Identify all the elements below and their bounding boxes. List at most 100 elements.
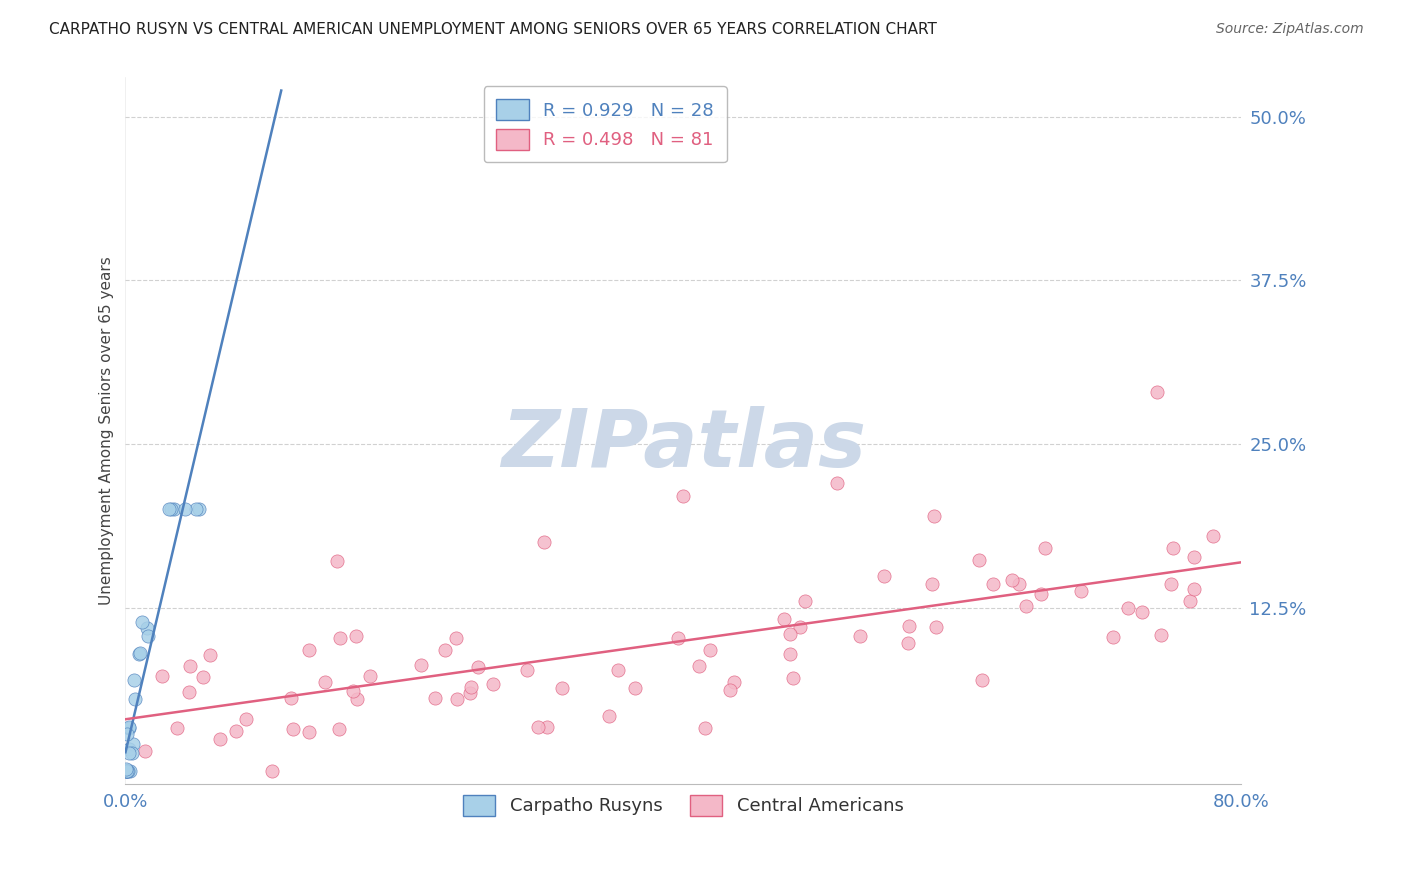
Point <box>666 631 689 645</box>
Point <box>699 643 721 657</box>
Text: ZIPatlas: ZIPatlas <box>501 406 866 484</box>
Point <box>1007 576 1029 591</box>
Point <box>1202 529 1225 543</box>
Point <box>551 681 574 696</box>
Legend: Carpatho Rusyns, Central Americans: Carpatho Rusyns, Central Americans <box>454 786 912 825</box>
Point <box>793 593 815 607</box>
Point <box>117 764 139 779</box>
Point <box>163 502 186 516</box>
Point <box>772 612 794 626</box>
Point <box>688 658 710 673</box>
Point <box>346 692 368 706</box>
Point <box>1033 541 1056 555</box>
Point <box>115 762 138 776</box>
Point <box>138 629 160 643</box>
Point <box>115 727 138 741</box>
Point <box>314 675 336 690</box>
Point <box>723 674 745 689</box>
Point <box>134 744 156 758</box>
Point <box>326 554 349 568</box>
Point <box>173 502 195 516</box>
Point <box>898 619 921 633</box>
Point <box>1118 601 1140 615</box>
Point <box>482 677 505 691</box>
Point <box>298 724 321 739</box>
Point <box>209 731 232 746</box>
Point <box>115 764 138 779</box>
Point <box>1101 631 1123 645</box>
Point <box>179 658 201 673</box>
Point <box>157 502 180 516</box>
Point <box>779 647 801 661</box>
Point <box>446 692 468 706</box>
Point <box>135 621 157 635</box>
Point <box>128 647 150 661</box>
Point <box>460 680 482 694</box>
Point <box>1130 605 1153 619</box>
Point <box>607 663 630 677</box>
Point <box>672 489 695 503</box>
Point <box>235 712 257 726</box>
Point <box>115 764 138 779</box>
Point <box>225 724 247 739</box>
Point <box>872 569 894 583</box>
Point <box>849 629 872 643</box>
Point <box>118 721 141 735</box>
Point <box>118 720 141 734</box>
Point <box>122 673 145 687</box>
Point <box>121 746 143 760</box>
Point <box>118 764 141 779</box>
Point <box>184 502 207 516</box>
Point <box>280 691 302 706</box>
Point <box>1178 594 1201 608</box>
Point <box>921 577 943 591</box>
Point <box>159 502 181 516</box>
Point <box>516 663 538 677</box>
Point <box>150 669 173 683</box>
Point <box>409 658 432 673</box>
Point <box>527 720 550 734</box>
Point <box>118 746 141 760</box>
Point <box>1182 550 1205 565</box>
Point <box>972 673 994 687</box>
Point <box>718 683 741 698</box>
Point <box>444 631 467 645</box>
Point <box>1029 587 1052 601</box>
Point <box>598 708 620 723</box>
Text: Source: ZipAtlas.com: Source: ZipAtlas.com <box>1216 22 1364 37</box>
Point <box>924 620 946 634</box>
Text: CARPATHO RUSYN VS CENTRAL AMERICAN UNEMPLOYMENT AMONG SENIORS OVER 65 YEARS CORR: CARPATHO RUSYN VS CENTRAL AMERICAN UNEMP… <box>49 22 936 37</box>
Point <box>166 721 188 735</box>
Point <box>187 502 209 516</box>
Point <box>897 636 920 650</box>
Point <box>328 722 350 736</box>
Point <box>782 671 804 685</box>
Point <box>433 643 456 657</box>
Point <box>262 764 284 779</box>
Point <box>117 764 139 779</box>
Point <box>1160 577 1182 591</box>
Point <box>693 721 716 735</box>
Point <box>624 681 647 695</box>
Point <box>281 722 304 736</box>
Point <box>118 742 141 756</box>
Point <box>825 476 848 491</box>
Point <box>1150 628 1173 642</box>
Point <box>1182 582 1205 597</box>
Point <box>983 577 1005 591</box>
Point <box>121 737 143 751</box>
Point <box>115 764 138 778</box>
Point <box>129 646 152 660</box>
Point <box>423 690 446 705</box>
Point <box>458 685 481 699</box>
Point <box>779 627 801 641</box>
Point <box>1015 599 1038 613</box>
Point <box>131 615 153 629</box>
Point <box>124 692 146 706</box>
Point <box>115 764 138 779</box>
Point <box>342 684 364 698</box>
Point <box>1146 384 1168 399</box>
Point <box>1001 574 1024 588</box>
Point <box>1163 541 1185 555</box>
Point <box>329 631 352 645</box>
